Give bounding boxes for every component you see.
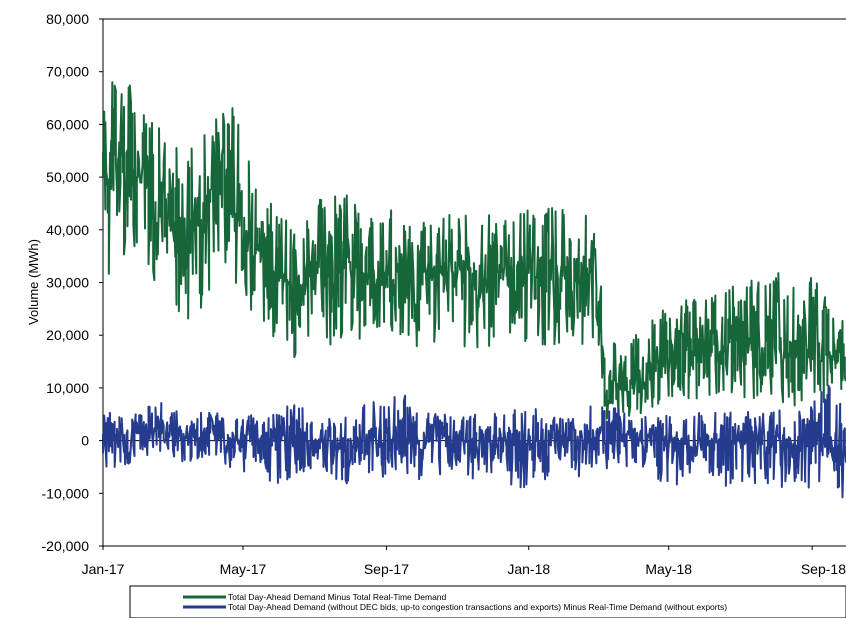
y-tick-label: -20,000 (42, 538, 90, 554)
y-tick-label: 40,000 (46, 222, 89, 238)
x-tick-label: Sep-17 (364, 561, 409, 577)
y-tick-label: 60,000 (46, 116, 89, 132)
legend-label-series-2: Total Day-Ahead Demand (without DEC bids… (228, 602, 727, 612)
legend: Total Day-Ahead Demand Minus Total Real-… (129, 585, 846, 618)
y-axis-ticks: -20,000 -10,000 0 10,000 20,000 30,000 40,000 5… (42, 11, 103, 554)
series-line-1 (102, 81, 846, 420)
y-tick-label: 20,000 (46, 327, 89, 343)
x-tick-label: Jan-18 (507, 561, 550, 577)
x-tick-label: Jan-17 (82, 561, 125, 577)
y-tick-label: 0 (81, 433, 89, 449)
x-tick-label: May-17 (220, 561, 267, 577)
y-tick-label: 80,000 (46, 11, 89, 27)
y-tick-label: 70,000 (46, 64, 89, 80)
x-tick-label: May-18 (645, 561, 692, 577)
x-tick-label: Sep-18 (801, 561, 846, 577)
y-tick-label: 50,000 (46, 169, 89, 185)
legend-box (129, 585, 846, 618)
plot-area (102, 18, 846, 547)
x-axis-ticks: Jan-17 May-17 Sep-17 Jan-18 May-18 Sep-18 (82, 546, 846, 577)
series-layer (102, 81, 846, 499)
y-axis-title: Volume (MWh) (26, 239, 41, 325)
series-line-2 (102, 384, 846, 499)
y-tick-label: 30,000 (46, 275, 89, 291)
legend-label-series-1: Total Day-Ahead Demand Minus Total Real-… (228, 592, 447, 602)
y-tick-label: -10,000 (42, 485, 90, 501)
y-tick-label: 10,000 (46, 380, 89, 396)
